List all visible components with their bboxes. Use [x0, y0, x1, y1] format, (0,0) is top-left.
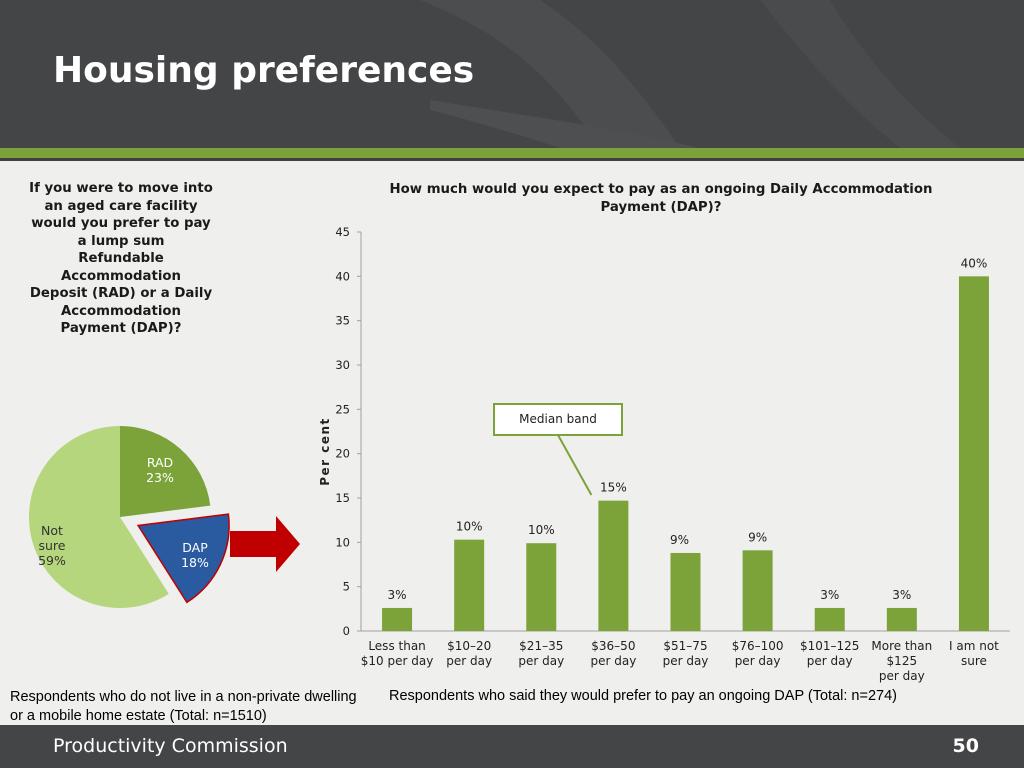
pie-title-line: Accommodation: [60, 268, 182, 284]
page-number: 50: [952, 735, 979, 757]
x-tick-label: per day: [590, 654, 636, 668]
bar: [670, 552, 701, 631]
bar-chart-title: How much would you expect to pay as an o…: [390, 182, 933, 197]
bar: [598, 500, 629, 631]
x-tick-label: sure: [961, 654, 987, 668]
bar: [454, 539, 485, 631]
pie-slice-label: DAP: [182, 540, 208, 555]
y-tick-label: 10: [335, 535, 350, 549]
x-tick-label: per day: [518, 654, 564, 668]
bar-data-label: 3%: [892, 588, 911, 602]
bar: [886, 607, 917, 631]
pie-title-line: If you were to move into: [29, 181, 213, 196]
bar-chart-note: Respondents who said they would prefer t…: [389, 688, 897, 704]
pie-slice-dap: [136, 513, 230, 604]
accent-stripe-dark: [0, 158, 1024, 161]
bar-data-label: 10%: [528, 523, 555, 537]
annotation-box: [493, 403, 623, 436]
pie-title-line: would you prefer to pay: [31, 216, 211, 231]
y-tick-label: 0: [343, 624, 350, 638]
bar-data-label: 15%: [600, 481, 627, 495]
pie-value-label: 59%: [38, 553, 66, 568]
pie-title-line: Refundable: [78, 251, 164, 266]
x-tick-label: $21–35: [519, 639, 563, 653]
pie-title-line: Deposit (RAD) or a Daily: [29, 286, 213, 301]
x-tick-label: $125: [887, 654, 918, 668]
arrow-icon: [230, 516, 300, 572]
annotation-pointer: [557, 434, 593, 496]
x-tick-label: $10 per day: [361, 654, 434, 668]
x-tick-label: $101–125: [800, 639, 859, 653]
y-tick-label: 5: [343, 580, 350, 594]
y-axis-label: Per cent: [318, 417, 332, 486]
bar-data-label: 10%: [456, 520, 483, 534]
slide-header: Housing preferences: [0, 0, 1024, 148]
x-tick-label: $76–100: [732, 639, 784, 653]
pie-chart-title: If you were to move into an aged care fac…: [22, 180, 220, 338]
bar: [958, 276, 989, 631]
pie-slice-not-sure: [29, 426, 169, 608]
pie-title-line: an aged care facility: [44, 198, 198, 214]
y-tick-label: 45: [335, 225, 350, 239]
annotation-text: Median band: [519, 412, 597, 426]
x-tick-label: $36–50: [591, 639, 635, 653]
bar-data-label: 9%: [670, 533, 689, 547]
bar: [814, 607, 845, 631]
x-tick-label: $51–75: [663, 639, 707, 653]
pie-title-line: a lump sum: [77, 233, 165, 249]
x-tick-label: $10–20: [447, 639, 491, 653]
accent-stripe: [0, 148, 1024, 158]
footer-organization: Productivity Commission: [53, 735, 288, 757]
y-tick-label: 35: [335, 314, 350, 328]
x-tick-label: More than: [871, 639, 932, 653]
y-tick-label: 30: [335, 358, 350, 372]
x-tick-label: I am not: [949, 639, 999, 653]
bar: [742, 550, 773, 631]
slide-title: Housing preferences: [53, 50, 475, 91]
bar-chart-title: Payment (DAP)?: [601, 200, 722, 215]
pie-value-label: 18%: [181, 555, 209, 570]
bar: [526, 543, 557, 631]
y-tick-label: 15: [335, 491, 350, 505]
x-tick-label: per day: [879, 669, 925, 683]
y-tick-label: 20: [335, 447, 350, 461]
bar-data-label: 40%: [961, 256, 988, 270]
x-tick-label: per day: [663, 654, 709, 668]
pie-slice-label: Not: [41, 523, 63, 538]
x-tick-label: per day: [446, 654, 492, 668]
bar-data-label: 3%: [820, 588, 839, 602]
x-tick-label: Less than: [368, 639, 425, 653]
header-decoration: [420, 0, 960, 148]
y-tick-label: 40: [335, 269, 350, 283]
bar-data-label: 3%: [388, 588, 407, 602]
pie-slice-rad: [120, 426, 211, 517]
pie-title-line: Accommodation: [60, 303, 182, 319]
slide-footer: Productivity Commission 50: [0, 725, 1024, 768]
pie-chart-note: Respondents who do not live in a non-pri…: [10, 689, 357, 724]
pie-value-label: 23%: [146, 470, 174, 485]
pie-slice-label: sure: [39, 538, 66, 553]
pie-slice-label: RAD: [147, 455, 173, 470]
x-tick-label: per day: [807, 654, 853, 668]
y-tick-label: 25: [335, 402, 350, 416]
x-tick-label: per day: [735, 654, 781, 668]
bar: [382, 607, 413, 631]
pie-title-line: Payment (DAP)?: [60, 321, 182, 336]
bar-data-label: 9%: [748, 530, 767, 544]
